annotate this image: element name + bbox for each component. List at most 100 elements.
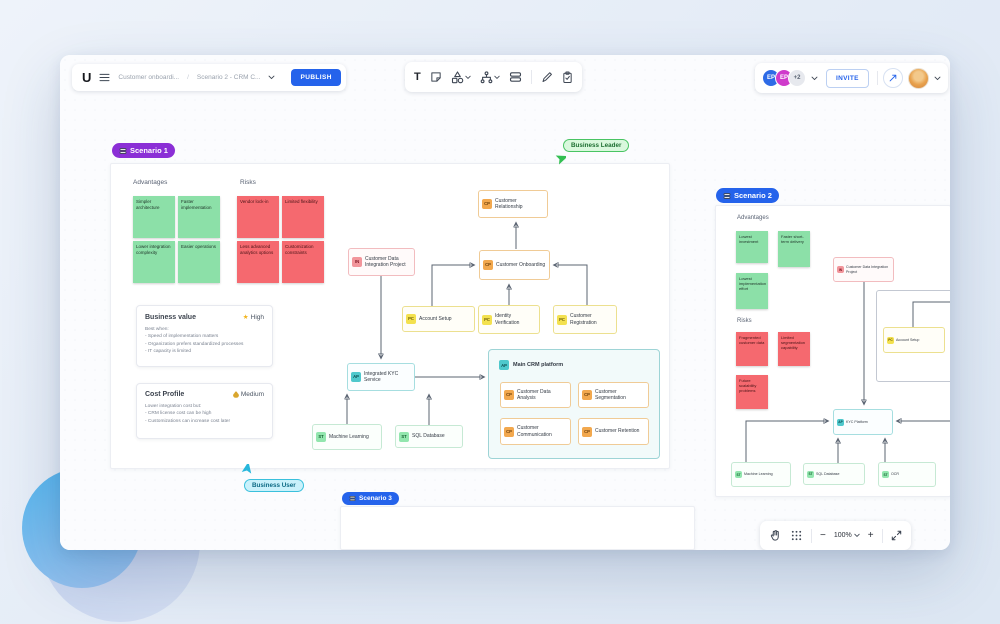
group-scenario-2-cluster[interactable] <box>876 290 950 382</box>
publish-button[interactable]: PUBLISH <box>291 69 341 86</box>
frame-scenario-3[interactable] <box>340 506 695 550</box>
node-label: Customer Retention <box>595 428 640 435</box>
sticky-note[interactable]: Limited flexibility <box>282 196 324 238</box>
node-label: Customer Data Integration Project <box>846 265 889 274</box>
flow-node-sql-database[interactable]: ST SQL Database <box>395 425 463 448</box>
chevron-down-icon <box>465 75 471 79</box>
node-type-badge: IN <box>837 266 844 273</box>
card-line: Lower integration cost but: <box>145 404 202 409</box>
hamburger-icon[interactable] <box>99 73 110 82</box>
sticky-note[interactable]: Less advanced analytics options <box>237 241 279 283</box>
frame-label-scenario-1[interactable]: Scenario 1 <box>112 143 175 158</box>
node-type-badge: PC <box>482 314 492 325</box>
flow-node-customer-data-analysis[interactable]: CP Customer Data Analysis <box>500 382 571 408</box>
connector-tool[interactable] <box>480 70 500 84</box>
card-line: - Organization prefers standardized proc… <box>145 341 244 347</box>
flow-node-customer-relationship[interactable]: CP Customer Relationship <box>478 190 548 218</box>
flow-node-machine-learning[interactable]: ST Machine Learning <box>312 424 382 450</box>
flow-node-machine-learning-s2[interactable]: ST Machine Learning <box>731 462 791 487</box>
flow-node-integrated-kyc-service[interactable]: AP Integrated KYC Service <box>347 363 415 391</box>
flow-node-identity-verification[interactable]: PC Identity Verification <box>478 305 540 334</box>
toolbar-divider <box>530 70 532 84</box>
sticky-note[interactable]: Lowest investment <box>736 231 768 263</box>
frame-tool[interactable] <box>509 71 522 83</box>
frame-badge-icon <box>723 192 731 199</box>
frame-title: Scenario 2 <box>734 191 772 200</box>
chevron-down-icon[interactable] <box>934 76 941 81</box>
flow-node-sql-database-s2[interactable]: ST SQL Database <box>803 463 865 485</box>
group-main-crm-platform[interactable]: AP Main CRM platform CP Customer Data An… <box>488 349 660 459</box>
flow-node-account-setup-s2[interactable]: PC Account Setup <box>883 327 945 353</box>
frame-title: Scenario 1 <box>130 146 168 155</box>
app-logo[interactable]: U <box>82 70 92 85</box>
fullscreen-icon[interactable] <box>891 530 902 541</box>
node-label: Customer Registration <box>570 313 597 326</box>
connector-icon <box>480 70 493 83</box>
user-avatar[interactable] <box>907 67 929 89</box>
cost-profile-card[interactable]: Cost Profile Medium Lower integration co… <box>136 383 273 439</box>
pen-tool[interactable] <box>541 71 553 83</box>
sticky-note[interactable]: Lowest implementation effort <box>736 273 768 309</box>
sticky-note[interactable]: Fragmented customer data <box>736 332 768 366</box>
frame-label-scenario-3[interactable]: Scenario 3 <box>342 492 399 505</box>
document-breadcrumb[interactable]: Scenario 2 - CRM C... <box>196 74 261 81</box>
node-label: Machine Learning <box>744 472 773 477</box>
flow-node-kyc-platform[interactable]: AP KYC Platform <box>833 409 893 435</box>
document-title[interactable]: Customer onboardi... <box>118 74 180 81</box>
sticky-note[interactable]: Simpler architecture <box>133 196 175 238</box>
rating-high: ★ High <box>242 313 264 322</box>
flow-node-account-setup[interactable]: PC Account Setup <box>402 306 475 332</box>
frame-title: Scenario 3 <box>359 495 392 502</box>
sticky-note[interactable]: Faster implementation <box>178 196 220 238</box>
zoom-out-button[interactable]: − <box>820 529 826 541</box>
sticky-note[interactable]: Lower integration complexity <box>133 241 175 283</box>
business-value-card[interactable]: Business value ★ High Best when: - Speed … <box>136 305 273 367</box>
toolbar-tools: T <box>405 62 582 92</box>
invite-button[interactable]: INVITE <box>826 68 869 88</box>
node-type-badge: ST <box>882 471 889 478</box>
flow-node-customer-retention[interactable]: CP Customer Retention <box>578 418 649 445</box>
node-label: Customer Segmentation <box>595 388 626 401</box>
collaborator-avatars[interactable]: EP EP +2 <box>762 69 806 87</box>
zoom-in-button[interactable]: + <box>867 529 874 541</box>
sticky-note-tool[interactable] <box>430 71 442 83</box>
node-type-badge: AP <box>351 372 361 382</box>
text-tool[interactable]: T <box>414 71 421 83</box>
card-line: - Speed of implementation matters <box>145 334 219 340</box>
frame-label-scenario-2[interactable]: Scenario 2 <box>716 188 779 203</box>
sticky-note[interactable]: Easier operations <box>178 241 220 283</box>
flow-node-integration-project-s2[interactable]: IN Customer Data Integration Project <box>833 257 894 282</box>
controls-divider <box>811 528 812 543</box>
card-line: Best when: <box>145 327 169 332</box>
whiteboard-canvas[interactable]: Scenario 1 Advantages Simpler architectu… <box>60 55 950 550</box>
chevron-down-icon[interactable] <box>268 75 275 80</box>
frame-badge-icon <box>119 147 127 154</box>
node-type-badge: ST <box>316 432 326 442</box>
flow-node-customer-onboarding[interactable]: CP Customer Onboarding <box>479 250 550 280</box>
sticky-note[interactable]: Customization constraints <box>282 241 324 283</box>
grid-icon[interactable] <box>790 529 803 542</box>
zoom-level-dropdown[interactable]: 100% <box>834 532 860 539</box>
flow-node-ocr[interactable]: ST OCR <box>878 462 936 487</box>
clipboard-tool[interactable] <box>562 70 573 84</box>
sticky-note[interactable]: Limited segmentation capability <box>778 332 810 366</box>
pen-icon <box>542 72 552 83</box>
sticky-note[interactable]: Faster short-term delivery <box>778 231 810 267</box>
shapes-tool[interactable] <box>451 70 471 84</box>
chevron-down-icon[interactable] <box>811 76 818 81</box>
risks-heading-s1: Risks <box>240 179 256 186</box>
node-type-badge: PC <box>887 336 894 344</box>
node-label: Identity Verification <box>495 313 520 326</box>
avatar-overflow-count[interactable]: +2 <box>788 69 806 87</box>
advantages-heading-s1: Advantages <box>133 179 168 186</box>
node-label: Customer Onboarding <box>496 261 546 268</box>
flow-node-customer-registration[interactable]: PC Customer Registration <box>553 305 617 334</box>
sticky-note[interactable]: Vendor lock-in <box>237 196 279 238</box>
sticky-note[interactable]: Future scalability problems <box>736 375 768 409</box>
hand-icon[interactable] <box>769 529 782 542</box>
present-share-button[interactable] <box>882 68 903 88</box>
card-line: - CRM license cost can be high <box>145 411 212 417</box>
flow-node-integration-project[interactable]: IN Customer Data Integration Project <box>348 248 415 276</box>
flow-node-customer-communication[interactable]: CP Customer Communication <box>500 418 571 445</box>
flow-node-customer-segmentation[interactable]: CP Customer Segmentation <box>578 382 649 408</box>
